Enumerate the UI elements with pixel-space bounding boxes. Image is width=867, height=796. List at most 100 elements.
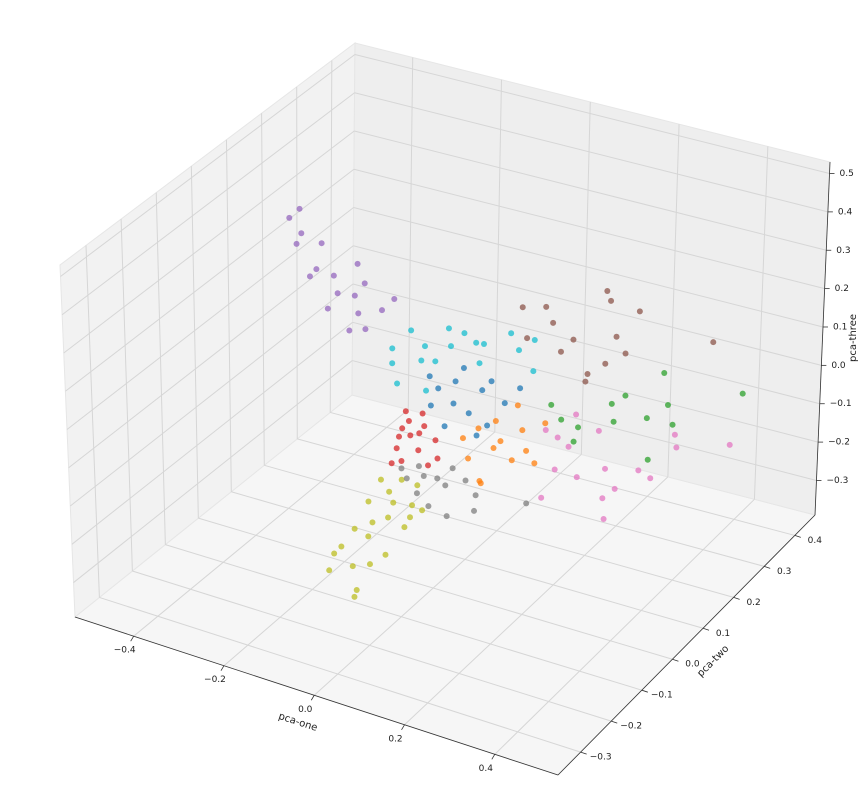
point: [542, 420, 549, 427]
point: [462, 477, 469, 484]
grid-line: [198, 517, 673, 660]
point: [602, 465, 609, 472]
grid-line: [353, 207, 824, 328]
point: [398, 476, 405, 483]
grid-line: [261, 113, 265, 466]
point: [475, 425, 482, 432]
point: [394, 380, 401, 387]
point: [450, 400, 457, 407]
point: [401, 524, 408, 531]
point: [508, 457, 515, 464]
point: [477, 480, 484, 487]
point: [318, 240, 325, 247]
y-tick: [794, 535, 801, 538]
point: [432, 358, 439, 365]
point: [409, 502, 416, 509]
grid-line: [296, 86, 298, 439]
point: [355, 310, 362, 317]
x-tick-label: 0.2: [388, 734, 402, 744]
point: [595, 427, 602, 434]
point: [710, 339, 717, 346]
grid-line: [68, 245, 354, 469]
point: [365, 533, 372, 540]
z-tick-label: 0.1: [833, 322, 847, 332]
point: [739, 390, 746, 397]
grid-line: [313, 454, 582, 696]
grid-line: [165, 544, 642, 691]
point: [613, 333, 620, 340]
x-tick: [310, 695, 315, 701]
point: [554, 434, 561, 441]
z-tick-label: 0.4: [838, 207, 853, 217]
y-tick: [611, 720, 618, 724]
point: [442, 482, 449, 489]
point: [421, 423, 428, 430]
point: [622, 350, 629, 357]
point: [573, 474, 580, 481]
point: [419, 507, 426, 514]
grid-line: [667, 124, 680, 477]
point: [517, 385, 524, 392]
y-tick: [672, 658, 679, 662]
grid-line: [133, 409, 409, 637]
point: [407, 514, 414, 521]
point: [286, 214, 293, 221]
x-tick-label: 0.4: [479, 764, 494, 774]
point: [608, 297, 615, 304]
grid-line: [329, 60, 333, 413]
grid-line: [353, 245, 822, 366]
z-tick-label: 0.3: [836, 246, 850, 256]
grid-line: [69, 283, 354, 507]
point: [415, 463, 422, 470]
grid-line: [61, 92, 355, 316]
point: [389, 360, 396, 367]
point: [550, 319, 557, 326]
point: [427, 402, 434, 409]
y-tick-label: 0.3: [777, 567, 791, 577]
point: [398, 465, 405, 472]
point: [349, 563, 356, 570]
point: [671, 431, 678, 438]
point: [524, 335, 531, 342]
point: [331, 550, 338, 557]
point: [362, 326, 369, 333]
point: [413, 490, 420, 497]
x-tick: [401, 724, 405, 731]
grid-line: [352, 360, 817, 481]
y-tick-label: −0.1: [651, 691, 673, 701]
point: [434, 455, 441, 462]
point: [542, 427, 549, 434]
point: [393, 445, 400, 452]
point: [378, 307, 385, 314]
y-tick-label: 0.2: [746, 598, 760, 608]
point: [636, 308, 643, 315]
y-tick: [764, 566, 771, 569]
point: [573, 411, 580, 418]
point: [346, 327, 353, 334]
point: [448, 343, 455, 350]
point: [296, 205, 303, 212]
point: [405, 417, 412, 424]
point: [441, 423, 448, 430]
grid-line: [65, 168, 355, 392]
grid-line: [225, 139, 232, 492]
z-tick-label: 0.2: [835, 284, 849, 294]
point: [643, 415, 650, 422]
point: [423, 387, 430, 394]
point: [465, 455, 472, 462]
point: [497, 438, 504, 445]
point: [492, 417, 499, 424]
grid-line: [99, 596, 581, 753]
point: [334, 290, 341, 297]
grid-line: [330, 411, 795, 536]
z-tick-label: 0.5: [840, 169, 854, 179]
point: [391, 295, 398, 302]
point: [298, 230, 305, 237]
point: [426, 373, 433, 380]
x-tick-label: −0.2: [204, 675, 226, 685]
point: [661, 369, 668, 376]
point: [611, 485, 618, 492]
point: [421, 343, 428, 350]
grid-line: [223, 431, 496, 667]
